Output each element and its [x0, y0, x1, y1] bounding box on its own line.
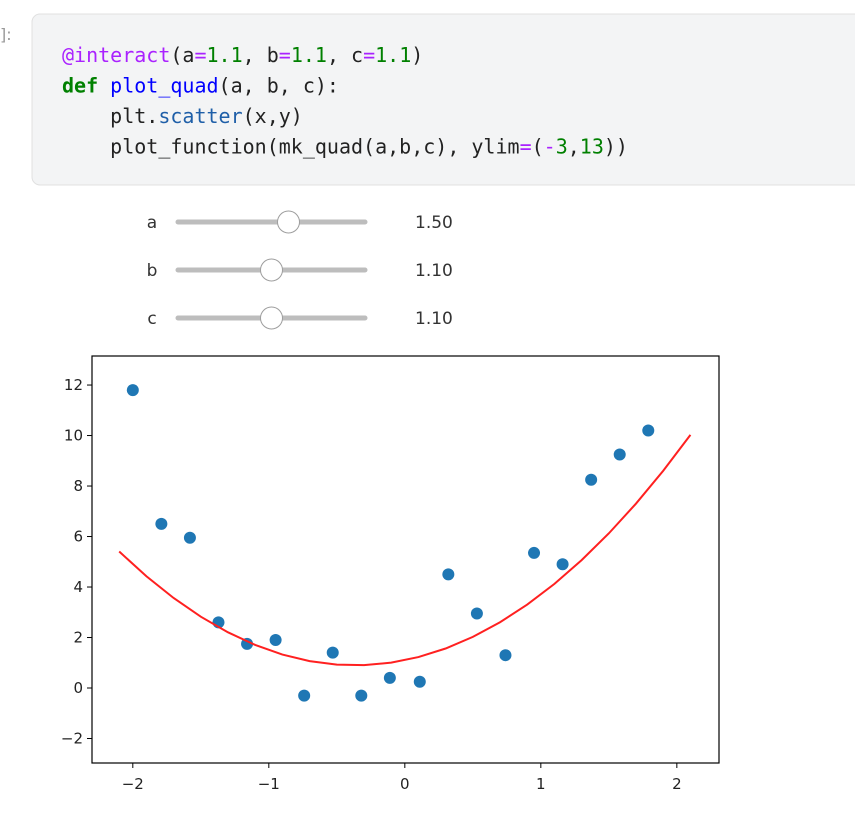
code-token: plt. — [62, 104, 158, 128]
code-token: , b — [243, 43, 279, 67]
curve — [118, 434, 692, 667]
code-token: (x,y) — [243, 104, 303, 128]
point — [126, 384, 139, 397]
point — [183, 531, 196, 544]
point — [155, 517, 168, 530]
y-tick-label: 12 — [64, 376, 83, 394]
code-token: (a, b, c): — [219, 74, 339, 98]
x-tick-label: −1 — [258, 775, 280, 793]
point — [355, 689, 368, 702]
code-token: 3 — [556, 135, 568, 159]
point — [326, 646, 339, 659]
y-tick-label: 8 — [73, 477, 83, 495]
slider-thumb[interactable] — [260, 306, 283, 330]
code-token: = — [520, 135, 532, 159]
code-line: plt.scatter(x,y) — [62, 104, 303, 128]
code-token: 1.1 — [375, 43, 411, 67]
slider-thumb[interactable] — [260, 258, 283, 282]
x-tick-label: 2 — [672, 775, 682, 793]
code-token: )) — [604, 135, 628, 159]
cell-prompt: ]: — [0, 25, 12, 44]
code-token: = — [279, 43, 291, 67]
code-token: = — [194, 43, 206, 67]
code-token: @interact — [62, 43, 170, 67]
code-token: plot_quad — [110, 74, 218, 98]
plot-frame — [91, 355, 720, 764]
x-tick-label: 1 — [536, 775, 546, 793]
point — [528, 546, 541, 559]
code-cell[interactable] — [31, 13, 855, 186]
code-token: scatter — [158, 104, 242, 128]
code-token — [98, 74, 110, 98]
slider-label: b — [147, 261, 158, 281]
code-line: @interact(a=1.1, b=1.1, c=1.1) — [62, 43, 423, 67]
y-tick-label: 6 — [73, 528, 83, 546]
code-token: ( — [532, 135, 544, 159]
point — [269, 634, 282, 647]
point — [499, 649, 512, 662]
code-token: 1.1 — [207, 43, 243, 67]
point — [613, 448, 626, 461]
slider-value: 1.10 — [415, 309, 453, 329]
y-tick-label: 4 — [73, 578, 83, 596]
y-tick-label: −2 — [61, 730, 83, 748]
code-token: def — [62, 74, 98, 98]
point — [413, 675, 426, 688]
point — [383, 671, 396, 684]
code-line: def plot_quad(a, b, c): — [62, 74, 339, 98]
point — [556, 558, 569, 571]
slider-label: a — [147, 213, 157, 233]
point — [642, 424, 655, 437]
y-tick-label: 10 — [64, 427, 83, 445]
point — [470, 607, 483, 620]
code-token: plot_function(mk_quad(a,b,c), ylim — [62, 135, 520, 159]
code-token: 1.1 — [291, 43, 327, 67]
y-tick-label: 2 — [73, 629, 83, 647]
code-token: , c — [327, 43, 363, 67]
slider-label: c — [147, 309, 156, 329]
point — [585, 473, 598, 486]
x-tick-label: −2 — [122, 775, 144, 793]
code-token: - — [544, 135, 556, 159]
slider-value: 1.10 — [415, 261, 453, 281]
point — [298, 689, 311, 702]
code-line: plot_function(mk_quad(a,b,c), ylim=(-3,1… — [62, 135, 628, 159]
point — [442, 568, 455, 581]
slider-thumb[interactable] — [277, 210, 300, 234]
x-tick-label: 0 — [400, 775, 410, 793]
code-token: 13 — [580, 135, 604, 159]
slider-value: 1.50 — [415, 213, 453, 233]
code-token: ) — [411, 43, 423, 67]
code-token: (a — [170, 43, 194, 67]
code-token: , — [568, 135, 580, 159]
code-token: = — [363, 43, 375, 67]
y-tick-label: 0 — [73, 679, 83, 697]
